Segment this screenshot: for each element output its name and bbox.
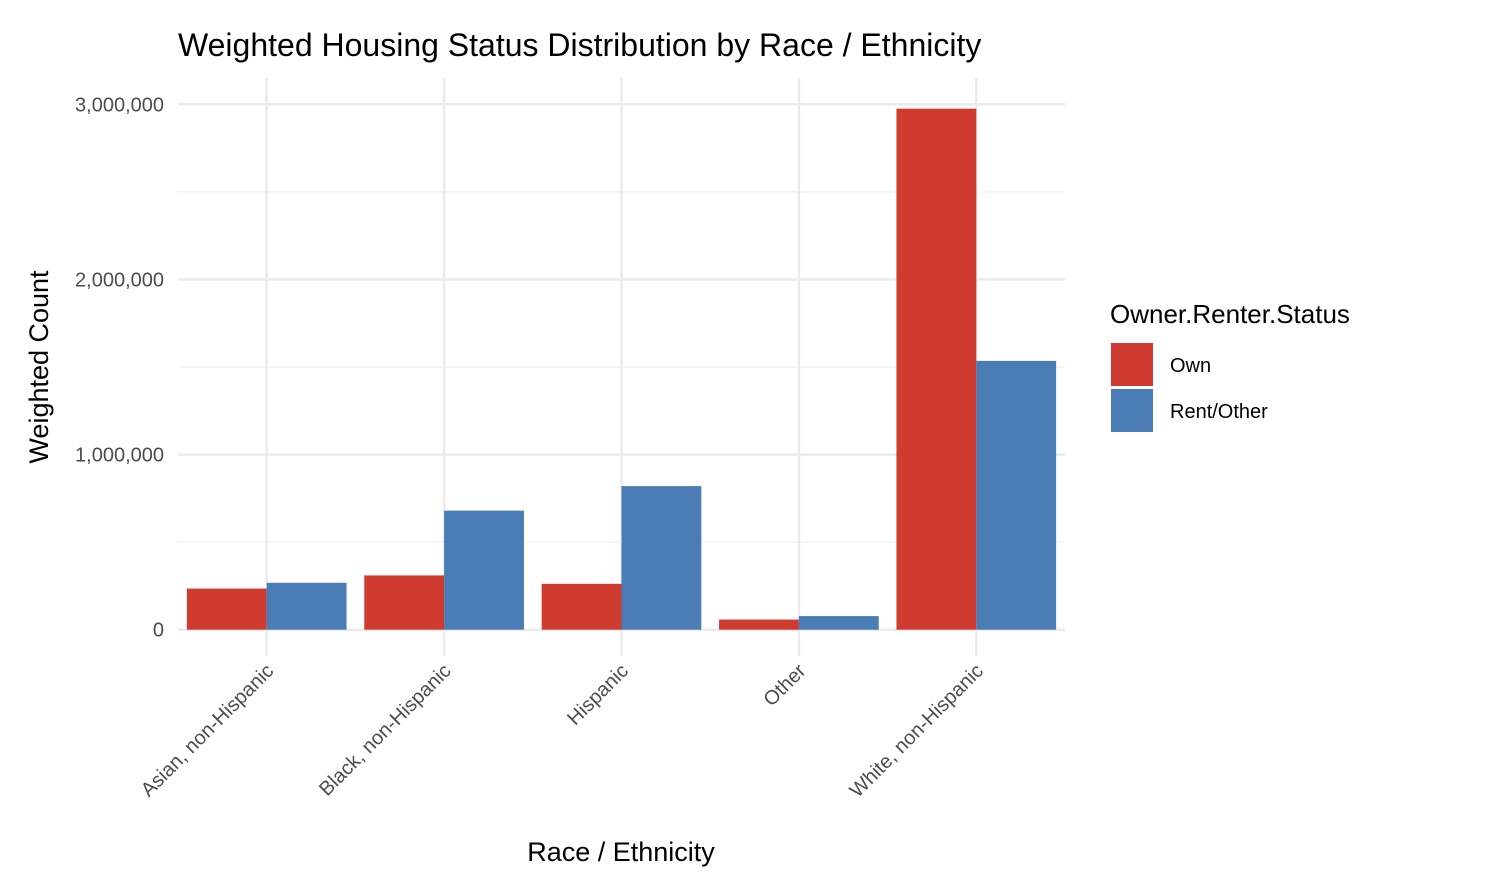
legend: Owner.Renter.Status Own Rent/Other [1110, 299, 1350, 432]
y-tick-label: 2,000,000 [75, 269, 164, 291]
x-tick-label: Hispanic [563, 660, 633, 730]
y-tick-labels: 0 1,000,000 2,000,000 3,000,000 [75, 94, 164, 641]
legend-swatch-own [1111, 343, 1153, 386]
x-tick-label: Black, non-Hispanic [315, 660, 456, 801]
bar-own-4 [719, 619, 799, 630]
legend-items: Own Rent/Other [1111, 343, 1268, 432]
bar-rent-other-4 [798, 616, 879, 630]
bar-own-1 [186, 588, 267, 630]
x-tick-label: White, non-Hispanic [846, 660, 988, 802]
bar-own-3 [541, 583, 622, 630]
y-axis-title: Weighted Count [24, 270, 54, 464]
y-tick-label: 0 [153, 620, 164, 642]
chart-title: Weighted Housing Status Distribution by … [178, 27, 981, 63]
bars [186, 108, 1057, 630]
bar-rent-other-3 [621, 486, 702, 630]
bar-own-5 [896, 108, 977, 630]
bar-rent-other-2 [444, 510, 524, 630]
x-tick-label: Other [760, 660, 811, 711]
legend-title: Owner.Renter.Status [1110, 299, 1350, 329]
y-tick-label: 3,000,000 [75, 94, 164, 116]
bar-rent-other-5 [976, 360, 1057, 630]
bar-own-2 [364, 575, 445, 630]
bar-rent-other-1 [266, 582, 347, 630]
x-axis-title: Race / Ethnicity [527, 837, 715, 867]
legend-swatch-rent-other [1111, 389, 1153, 432]
x-tick-labels: Asian, non-Hispanic Black, non-Hispanic Hi… [137, 660, 988, 802]
y-tick-label: 1,000,000 [75, 445, 164, 467]
legend-label: Own [1170, 355, 1211, 377]
legend-label: Rent/Other [1170, 401, 1268, 423]
x-tick-label: Asian, non-Hispanic [137, 660, 278, 801]
